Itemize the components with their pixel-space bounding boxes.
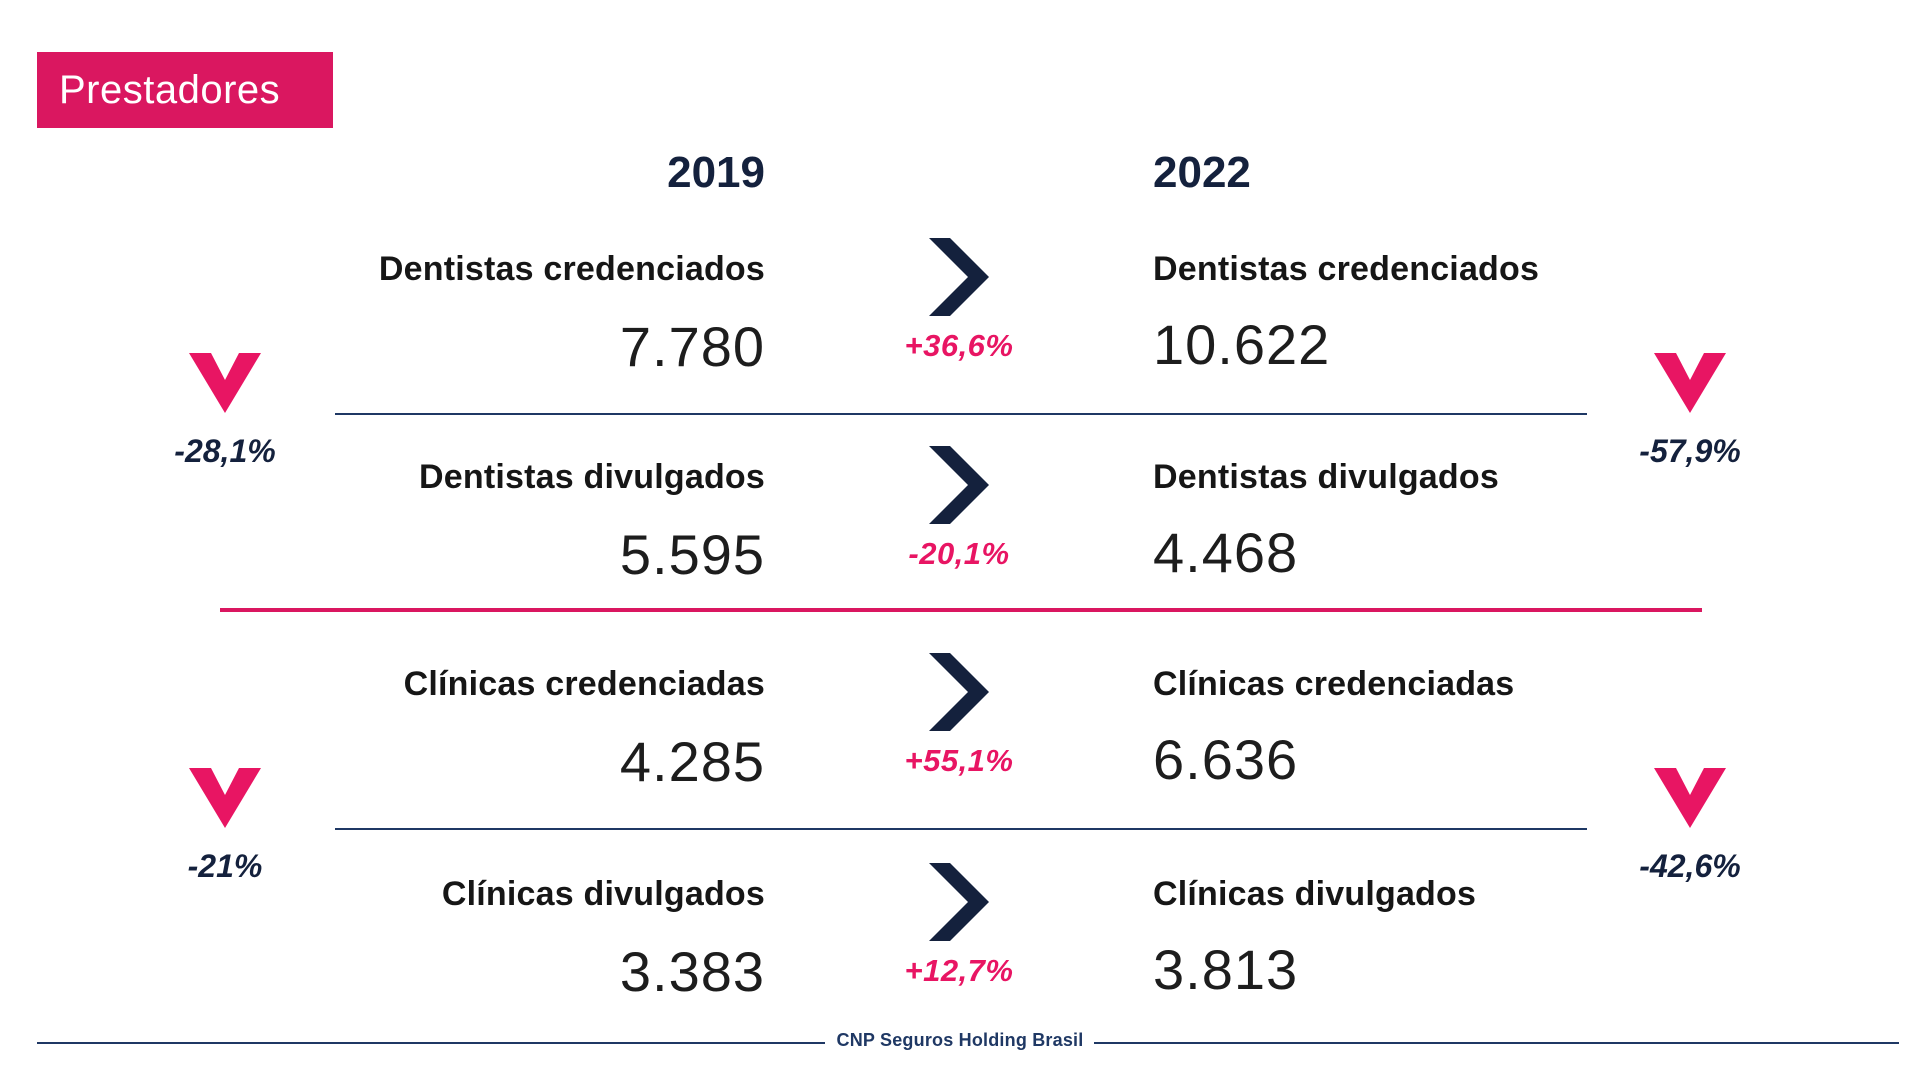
chevron-down-icon — [189, 768, 261, 828]
chevron-down-icon — [1654, 768, 1726, 828]
metric-value-left: 3.383 — [619, 940, 765, 1003]
row-dentistas-divulgados: Dentistas divulgados 5.595 -20,1% Dentis… — [0, 446, 1920, 618]
metric-value-right: 6.636 — [1153, 728, 1299, 791]
title-badge: Prestadores — [37, 52, 333, 128]
row-dentistas-credenciados: Dentistas credenciados 7.780 +36,6% Dent… — [0, 238, 1920, 410]
page-title: Prestadores — [59, 67, 281, 112]
row-divider — [335, 413, 1587, 415]
total-change-dentistas-2022: -57,9% — [1635, 353, 1745, 470]
metric-value-right: 10.622 — [1153, 313, 1331, 376]
footer-line-right — [1094, 1042, 1899, 1044]
row-clinicas-credenciadas: Clínicas credenciadas 4.285 +55,1% Clíni… — [0, 653, 1920, 825]
change-percent: +36,6% — [904, 328, 1014, 363]
metric-label-left: Clínicas divulgados — [441, 875, 765, 913]
metric-label-left: Dentistas divulgados — [419, 458, 765, 496]
change-indicator: -20,1% — [899, 446, 1019, 572]
total-change-percent: -57,9% — [1639, 433, 1741, 469]
footer-line-left — [37, 1042, 825, 1044]
change-percent: +55,1% — [904, 743, 1014, 778]
row-clinicas-divulgados: Clínicas divulgados 3.383 +12,7% Clínica… — [0, 863, 1920, 1035]
metric-label-right: Clínicas credenciadas — [1153, 665, 1515, 703]
total-change-clinicas-2019: -21% — [170, 768, 280, 885]
chevron-down-icon — [189, 353, 261, 413]
chevron-right-icon — [929, 446, 989, 524]
metric-value-left: 5.595 — [619, 523, 765, 586]
total-change-percent: -21% — [187, 848, 263, 884]
change-percent: +12,7% — [904, 953, 1014, 988]
total-change-percent: -42,6% — [1639, 848, 1741, 884]
metric-label-left: Dentistas credenciados — [378, 250, 765, 288]
section-divider — [220, 608, 1702, 612]
metric-label-right: Clínicas divulgados — [1153, 875, 1477, 913]
total-change-percent: -28,1% — [174, 433, 276, 469]
metric-value-left: 4.285 — [619, 730, 765, 793]
metric-value-left: 7.780 — [619, 315, 765, 378]
chevron-right-icon — [929, 238, 989, 316]
total-change-dentistas-2019: -28,1% — [170, 353, 280, 470]
row-divider — [335, 828, 1587, 830]
change-indicator: +55,1% — [899, 653, 1019, 779]
chevron-right-icon — [929, 653, 989, 731]
metric-label-right: Dentistas divulgados — [1153, 458, 1499, 496]
metric-label-right: Dentistas credenciados — [1153, 250, 1540, 288]
total-change-clinicas-2022: -42,6% — [1635, 768, 1745, 885]
metric-label-left: Clínicas credenciadas — [403, 665, 765, 703]
brand-name: CNP Seguros Holding Brasil — [836, 1030, 1084, 1050]
change-indicator: +36,6% — [899, 238, 1019, 364]
change-indicator: +12,7% — [899, 863, 1019, 989]
column-header-2022: 2022 — [1153, 148, 1251, 197]
metric-value-right: 3.813 — [1153, 938, 1299, 1001]
metric-value-right: 4.468 — [1153, 521, 1299, 584]
column-header-2019: 2019 — [667, 148, 765, 197]
change-percent: -20,1% — [908, 536, 1010, 571]
chevron-right-icon — [929, 863, 989, 941]
chevron-down-icon — [1654, 353, 1726, 413]
